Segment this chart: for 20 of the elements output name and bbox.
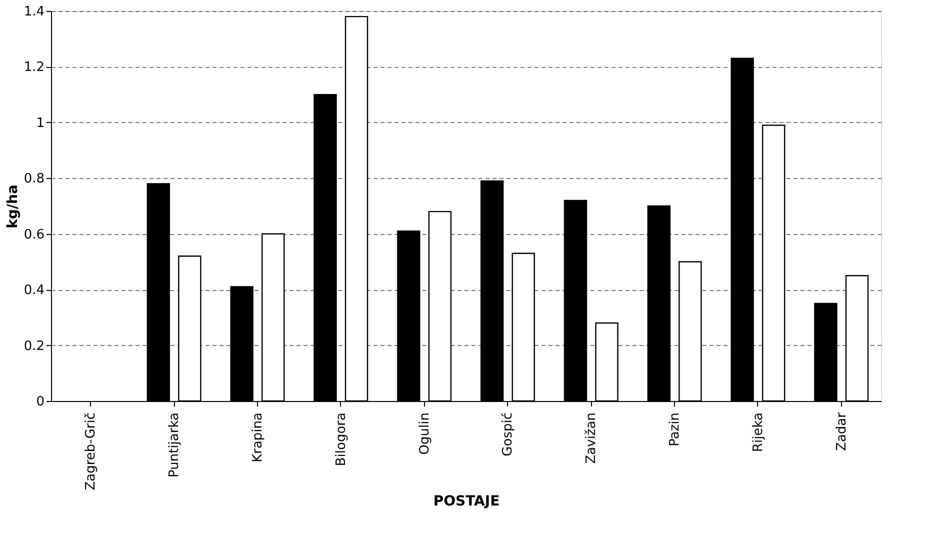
x-tick-label: Zavižan [584,412,600,464]
y-tick-label: 0.4 [24,283,44,298]
y-tick-label: 1 [36,116,44,131]
x-tick-label: Ogulin [417,412,432,455]
y-tick-label: 0 [36,394,44,410]
y-axis-title: kg/ha [4,184,21,228]
y-tick-label: 0.8 [24,172,44,187]
x-tick-label: Rijeka [750,412,766,452]
x-tick-label: Zagreb-Grič [84,412,99,490]
x-tick-label: Bilogora [334,412,349,466]
x-tick-label: Krapina [250,412,266,462]
y-tick-label: 1.2 [24,60,44,76]
y-tick-label: 0.2 [24,338,44,354]
x-tick-label: Gospić [500,412,516,456]
x-tick-label: Pazin [668,412,683,446]
y-tick-label: 0.6 [24,227,44,242]
x-tick-label: Zadar [834,412,850,451]
x-axis-title: POSTAJE [433,493,500,510]
y-tick-label: 1.4 [24,4,44,20]
x-tick-label: Puntijarka [167,412,182,478]
